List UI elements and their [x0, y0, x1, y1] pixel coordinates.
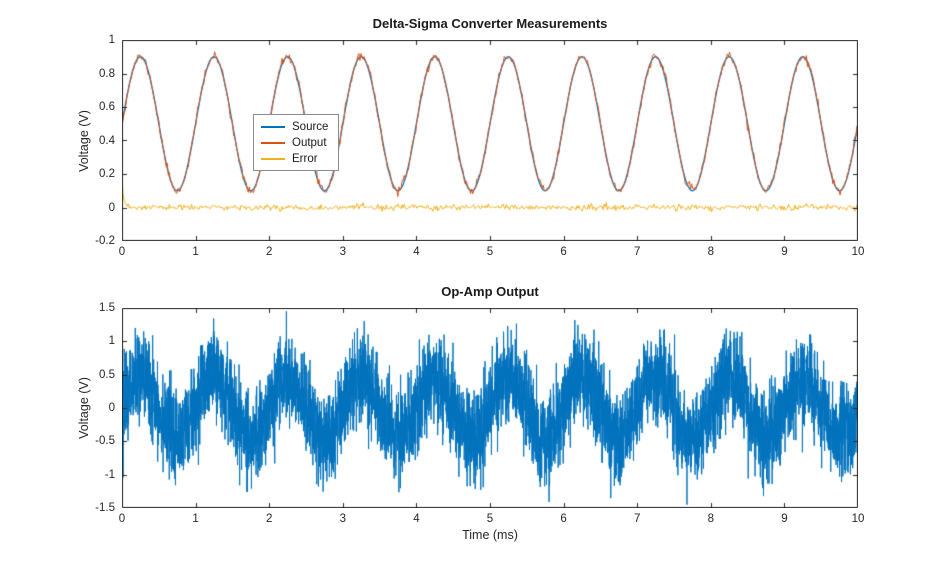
x-tick-label: 1: [192, 513, 199, 525]
y-tick-label: 1: [108, 34, 115, 46]
legend-line-sample: [261, 141, 285, 144]
legend-line-sample: [261, 157, 285, 160]
op-amp-plot: Op-Amp Output Voltage (V) Time (ms) 0 1 2 3…: [77, 284, 864, 542]
x-tick-label: 6: [560, 246, 567, 258]
x-tick-label: 9: [781, 513, 788, 525]
x-tick-label: 5: [486, 246, 494, 258]
y-tick-label: -0.2: [95, 235, 115, 247]
x-tick-label: 1: [192, 246, 199, 258]
y-axis-label: Voltage (V): [77, 109, 91, 172]
y-tick-label: -1.5: [95, 502, 115, 514]
x-tick-label: 0: [118, 246, 126, 258]
delta-sigma-plot: Delta-Sigma Converter Measurements Volta…: [77, 16, 864, 258]
y-axis-label: Voltage (V): [77, 377, 91, 439]
legend-label: Error: [292, 152, 318, 165]
plot-title: Delta-Sigma Converter Measurements: [372, 16, 608, 31]
x-tick-label: 7: [633, 513, 641, 525]
x-tick-label: 0: [118, 513, 126, 525]
x-tick-label: 2: [265, 513, 273, 525]
legend-entry: Output: [261, 135, 328, 150]
y-tick-label: 0.2: [99, 168, 115, 180]
y-tick-label: -0.5: [95, 435, 115, 448]
legend-label: Output: [292, 136, 327, 149]
y-tick-label: 0.6: [99, 101, 115, 113]
y-tick-label: 0: [108, 201, 115, 214]
legend: Source Output Error: [253, 114, 340, 171]
y-tick-label: 1.5: [99, 302, 115, 314]
x-tick-label: 8: [707, 246, 714, 258]
x-tick-label: 4: [413, 513, 420, 525]
x-tick-label: 3: [339, 513, 346, 525]
legend-entry: Source: [261, 119, 328, 134]
x-tick-label: 2: [265, 246, 273, 258]
x-tick-label: 8: [707, 513, 714, 525]
x-tick-label: 3: [339, 246, 346, 258]
x-tick-label: 10: [851, 513, 865, 525]
plot-title: Op-Amp Output: [441, 284, 539, 299]
legend-line-sample: [261, 125, 285, 128]
y-tick-label: 0: [108, 402, 115, 414]
x-tick-label: 7: [633, 246, 641, 258]
x-tick-label: 5: [486, 513, 494, 525]
x-axis-label: Time (ms): [462, 528, 518, 542]
x-tick-label: 9: [781, 246, 788, 258]
y-tick-label: -1: [104, 468, 115, 481]
plot-canvas: [122, 40, 858, 241]
plot-canvas: [122, 308, 858, 508]
x-tick-label: 6: [560, 513, 567, 525]
y-tick-label: 1: [108, 335, 115, 348]
legend-label: Source: [292, 120, 329, 133]
x-tick-label: 4: [413, 246, 420, 258]
x-tick-label: 10: [851, 246, 865, 258]
y-tick-label: 0.4: [99, 134, 115, 147]
legend-entry: Error: [261, 151, 328, 166]
y-tick-label: 0.5: [99, 368, 115, 381]
y-tick-label: 0.8: [99, 67, 115, 80]
